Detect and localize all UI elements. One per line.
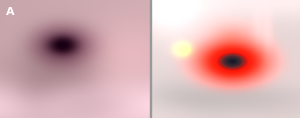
Text: B: B [156,7,165,17]
Text: A: A [6,7,15,17]
